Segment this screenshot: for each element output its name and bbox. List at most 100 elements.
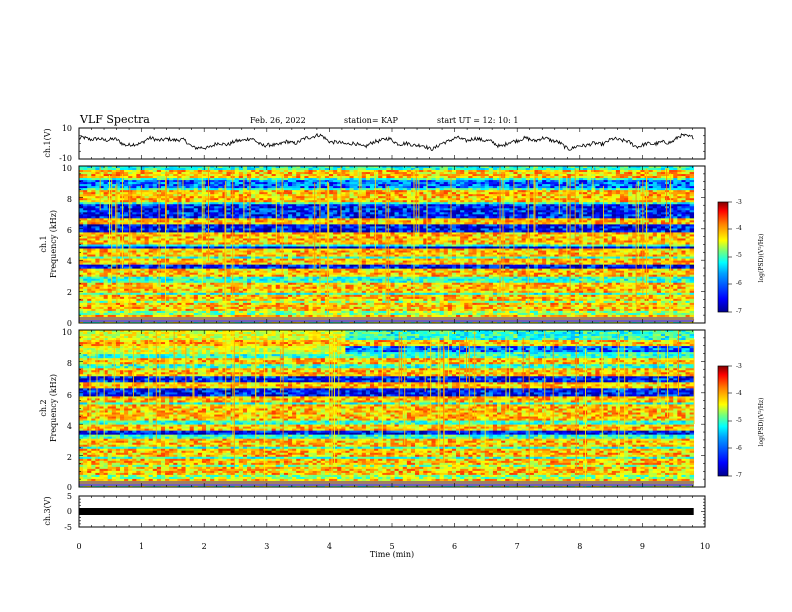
spectrogram-cell [599, 178, 603, 180]
spectrogram-cell [161, 196, 165, 198]
spectrogram-cell [378, 204, 382, 206]
spectrogram-cell [411, 178, 415, 180]
spectrogram-cell [436, 180, 440, 182]
spectrogram-cell [145, 216, 149, 218]
spectrogram-cell [145, 172, 149, 174]
spectrogram-cell [526, 168, 530, 170]
spectrogram-cell [218, 202, 222, 204]
spectrogram-cell [583, 222, 587, 224]
spectrogram-cell [554, 210, 558, 212]
spectrogram-cell [477, 216, 481, 218]
spectrogram-cell [673, 202, 677, 204]
spectrogram-cell [673, 212, 677, 214]
spectrogram-cell [374, 180, 378, 182]
spectrogram-cell [608, 196, 612, 198]
spectrogram-cell [374, 192, 378, 194]
spectrogram-cell [149, 176, 153, 178]
spectrogram-cell [218, 198, 222, 200]
spectrogram-cell [247, 206, 251, 208]
spectrogram-cell [354, 220, 358, 222]
spectrogram-cell [378, 222, 382, 224]
spectrogram-cell [440, 168, 444, 170]
spectrogram-cell [124, 208, 128, 210]
spectrogram-cell [608, 200, 612, 202]
spectrogram-cell [128, 220, 132, 222]
spectrogram-cell [239, 190, 243, 192]
spectrogram-cell [624, 180, 628, 182]
spectrogram-cell [341, 182, 345, 184]
spectrogram-cell [325, 174, 329, 176]
spectrogram-cell [493, 216, 497, 218]
spectrogram-cell [624, 172, 628, 174]
spectrogram-cell [690, 168, 694, 170]
spectrogram-cell [690, 208, 694, 210]
spectrogram-cell [677, 214, 681, 216]
spectrogram-cell [468, 226, 472, 228]
spectrogram-cell [186, 178, 190, 180]
spectrogram-cell [485, 222, 489, 224]
spectrogram-cell [194, 226, 198, 228]
spectrogram-cell [686, 212, 690, 214]
spectrogram-cell [542, 214, 546, 216]
spectrogram-cell [587, 208, 591, 210]
spectrogram-cell [505, 188, 509, 190]
spectrogram-cell [374, 198, 378, 200]
spectrogram-cell [341, 216, 345, 218]
spectrogram-cell [169, 216, 173, 218]
spectrogram-cell [173, 220, 177, 222]
spectrogram-cell [268, 230, 272, 232]
spectrogram-cell [251, 168, 255, 170]
spectrogram-cell [550, 226, 554, 228]
spectrogram-cell [251, 216, 255, 218]
spectrogram-cell [399, 172, 403, 174]
spectrogram-cell [690, 190, 694, 192]
spectrogram-cell [161, 202, 165, 204]
spectrogram-cell [235, 204, 239, 206]
spectrogram-cell [345, 188, 349, 190]
spectrogram-cell [481, 226, 485, 228]
spectrogram-cell [542, 182, 546, 184]
spectrogram-cell [649, 208, 653, 210]
spectrogram-cell [309, 178, 313, 180]
spectrogram-cell [563, 216, 567, 218]
spectrogram-cell [448, 212, 452, 214]
spectrogram-cell [513, 174, 517, 176]
spectrogram-cell [79, 222, 83, 224]
spectrogram-cell [604, 224, 608, 226]
spectrogram-cell [550, 196, 554, 198]
spectrogram-cell [497, 204, 501, 206]
spectrogram-cell [649, 218, 653, 220]
spectrogram-cell [485, 212, 489, 214]
spectrogram-cell [124, 168, 128, 170]
spectrogram-cell [288, 180, 292, 182]
spectrogram-cell [149, 206, 153, 208]
spectrogram-cell [251, 194, 255, 196]
spectrogram-cell [288, 192, 292, 194]
spectrogram-cell [497, 188, 501, 190]
spectrogram-cell [518, 176, 522, 178]
spectrogram-cell [571, 214, 575, 216]
spectrogram-cell [190, 184, 194, 186]
spectrogram-cell [276, 170, 280, 172]
spectrogram-cell [563, 206, 567, 208]
spectrogram-cell [509, 194, 513, 196]
spectrogram-cell [349, 172, 353, 174]
spectrogram-cell [485, 170, 489, 172]
spectrogram-cell [124, 202, 128, 204]
spectrogram-cell [259, 182, 263, 184]
spectrogram-cell [304, 206, 308, 208]
spectrogram-cell [263, 188, 267, 190]
spectrogram-cell [534, 178, 538, 180]
spectrogram-cell [620, 212, 624, 214]
spectrogram-cell [349, 230, 353, 232]
spectrogram-cell [214, 188, 218, 190]
spectrogram-cell [546, 194, 550, 196]
spectrogram-cell [444, 218, 448, 220]
spectrogram-cell [145, 178, 149, 180]
spectrogram-cell [472, 182, 476, 184]
spectrogram-cell [329, 224, 333, 226]
spectrogram-cell [460, 186, 464, 188]
spectrogram-cell [616, 228, 620, 230]
spectrogram-cell [673, 206, 677, 208]
spectrogram-cell [665, 176, 669, 178]
